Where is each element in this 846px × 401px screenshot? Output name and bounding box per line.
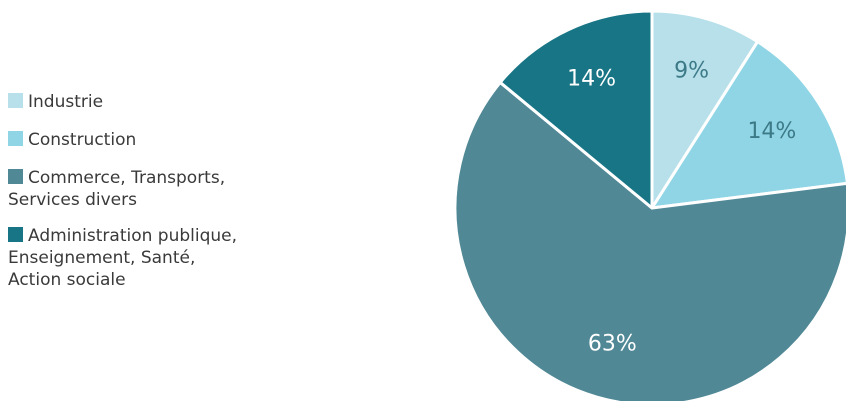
pie-slice-industrie [650, 9, 760, 210]
legend-label: Construction [28, 130, 137, 150]
pie-slices [453, 9, 846, 401]
pie-slice-construction [650, 40, 846, 210]
chart-legend: Industrie Construction Commerce, Transpo… [8, 91, 298, 307]
legend-swatch [8, 169, 23, 184]
legend-item-administration: Administration publique, Enseignement, S… [8, 225, 298, 291]
legend-label: Administration publique, Enseignement, S… [8, 226, 238, 290]
pie-slice-commerce [453, 80, 846, 401]
pie-data-labels: 9% 14% 63% 14% [567, 59, 796, 357]
legend-item-commerce: Commerce, Transports, Services divers [8, 167, 298, 211]
legend-item-industrie: Industrie [8, 91, 298, 113]
legend-swatch [8, 131, 23, 146]
legend-swatch [8, 227, 23, 242]
pie-slice-administration [498, 9, 654, 210]
data-label-commerce: 63% [588, 331, 637, 356]
legend-label: Industrie [28, 92, 104, 112]
data-label-administration: 14% [567, 67, 616, 92]
data-label-construction: 14% [747, 119, 796, 144]
legend-swatch [8, 93, 23, 108]
legend-label: Commerce, Transports, Services divers [8, 168, 226, 210]
legend-item-construction: Construction [8, 129, 298, 151]
data-label-industrie: 9% [674, 59, 709, 84]
